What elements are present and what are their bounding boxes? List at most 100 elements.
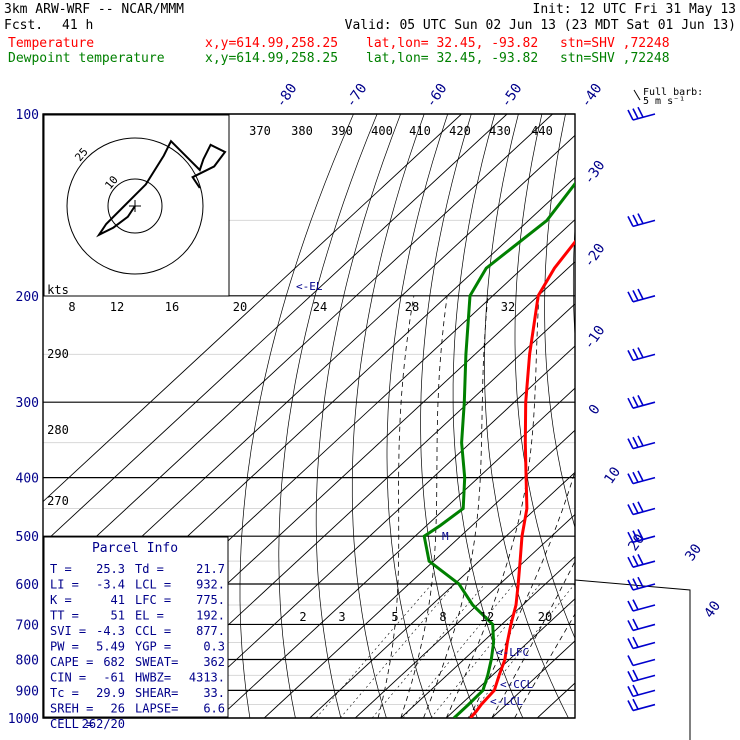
mixing-ratio-line (315, 583, 433, 718)
wind-barb-flag (637, 106, 644, 118)
wind-axis-label: 12 (110, 300, 124, 314)
parcel-info-panel: Parcel Info T = 25.3 Td = 21.7 LI = -3.4 LCL = 9… (43, 536, 229, 731)
dry-adiabat (601, 114, 740, 718)
wind-axis-label: 24 (313, 300, 327, 314)
isotherm-label: -70 (343, 81, 371, 111)
parcel-field-label: CIN = (50, 671, 86, 685)
parcel-field-value: -61 (103, 671, 125, 685)
wind-axis-label: 28 (405, 300, 419, 314)
mixing-ratio-label: 20 (538, 610, 552, 624)
dry-adiabat (484, 114, 569, 718)
wind-barb-flag (637, 501, 644, 513)
wind-barb-flag (637, 435, 644, 447)
wind-axis-label: kts (47, 283, 69, 297)
wind-barb-shaft (632, 441, 656, 450)
wind-barb-flag (632, 599, 639, 610)
dry-adiabat (706, 114, 740, 718)
hodograph-ring-25 (66, 137, 204, 275)
isotherm-label: -30 (581, 158, 609, 188)
parcel-field-value: 26 (111, 702, 125, 716)
sounding-curves (422, 181, 575, 718)
dry-adiabat (386, 114, 449, 718)
wind-barb-flag (627, 216, 634, 227)
wind-barb (627, 655, 656, 667)
dewpoint-curve (422, 181, 575, 718)
isotherm-label: -60 (423, 81, 451, 111)
wind-barb-flag (637, 347, 644, 358)
pressure-label: 300 (16, 396, 39, 411)
isotherm-line (127, 303, 575, 718)
theta-left-label: 270 (47, 494, 69, 508)
isotherm-line (218, 387, 575, 718)
dewpoint-xy: x,y=614.99,258.25 (205, 51, 339, 66)
axis-labels: -80 -70 -60 -50 -40 -30 -20 -10 0 10 20 30 40 370 380 3… (47, 81, 724, 708)
parcel-field-value: 775. (196, 593, 225, 607)
wind-axis-label: 16 (165, 300, 179, 314)
parcel-field-value: 29.9 (96, 686, 125, 700)
wind-barb-flag (627, 504, 634, 515)
wind-barb-flag (627, 579, 634, 591)
wind-barb-flag (627, 438, 634, 449)
parcel-field-value: 877. (196, 624, 225, 638)
mixing-ratio-line (467, 583, 575, 718)
theta-label: 370 (249, 124, 271, 138)
forecast-hours: 41 h (62, 18, 94, 33)
wind-barb-flag (627, 349, 634, 361)
wind-barb-flag (627, 620, 634, 631)
parcel-field-label: K = (50, 593, 72, 607)
parcel-field-value: 51 (111, 609, 125, 623)
dry-adiabat (278, 114, 378, 718)
barb-scale-title: Full barb: (643, 87, 703, 98)
wind-barb-flag (627, 655, 634, 666)
wind-barb-flag (627, 700, 634, 711)
mixing-ratio-label: 3 (338, 610, 345, 624)
mixing-ratio-label: 12 (480, 610, 494, 624)
ccl-marker: <-CCL (500, 678, 533, 691)
init-time: Init: 12 UTC Fri 31 May 13 (532, 2, 737, 17)
isotherm-line (536, 682, 575, 718)
theta-label: 410 (409, 124, 431, 138)
wind-barb (627, 618, 656, 632)
moist-adiabat (423, 295, 489, 718)
parcel-field-label: Td = (135, 562, 164, 576)
parcel-field-value: 6.6 (203, 702, 225, 716)
dry-adiabat (351, 114, 425, 718)
parcel-field-value: 682 (103, 655, 125, 669)
parcel-field-value: -4.3 (96, 624, 125, 638)
temperature-station: stn=SHV ,72248 (560, 36, 670, 51)
parcel-field-label: T = (50, 562, 72, 576)
wind-barb-flag (632, 348, 639, 360)
moist-adiabat (468, 469, 575, 718)
parcel-field-label: TT = (50, 609, 79, 623)
pressure-label: 1000 (8, 712, 39, 727)
parcel-field-value: 192. (196, 609, 225, 623)
mixing-ratio-label: 5 (391, 610, 398, 624)
wind-barb (627, 288, 656, 303)
isotherm-label: 40 (701, 598, 724, 621)
wind-barb-flag (627, 686, 634, 697)
pressure-label: 500 (16, 530, 39, 545)
wind-barb-flag (632, 618, 639, 630)
barb-scale-sample (633, 89, 641, 101)
parcel-field-label: LFC = (135, 593, 171, 607)
parcel-field-value: 0.3 (203, 640, 225, 654)
wind-axis-label: 20 (233, 300, 247, 314)
wind-barb (627, 636, 656, 650)
wind-barb-shaft (632, 689, 656, 698)
wind-barb-flag (627, 291, 634, 303)
wind-barb-shaft (632, 535, 656, 543)
theta-label: 420 (449, 124, 471, 138)
parcel-field-label: CCL = (135, 624, 171, 638)
wind-axis-label: 8 (68, 300, 75, 314)
wind-barb (627, 501, 656, 516)
temperature-legend: Temperature (8, 36, 95, 51)
isotherm-label: -80 (273, 81, 301, 111)
dry-adiabat (514, 114, 575, 640)
theta-left-label: 290 (47, 347, 69, 361)
wind-barb-flag (632, 290, 639, 301)
wind-barb (627, 470, 656, 485)
wind-barb-flag (637, 288, 644, 300)
parcel-field-value: -3.4 (96, 578, 125, 592)
lfc-marker: <-LFC (496, 646, 529, 659)
